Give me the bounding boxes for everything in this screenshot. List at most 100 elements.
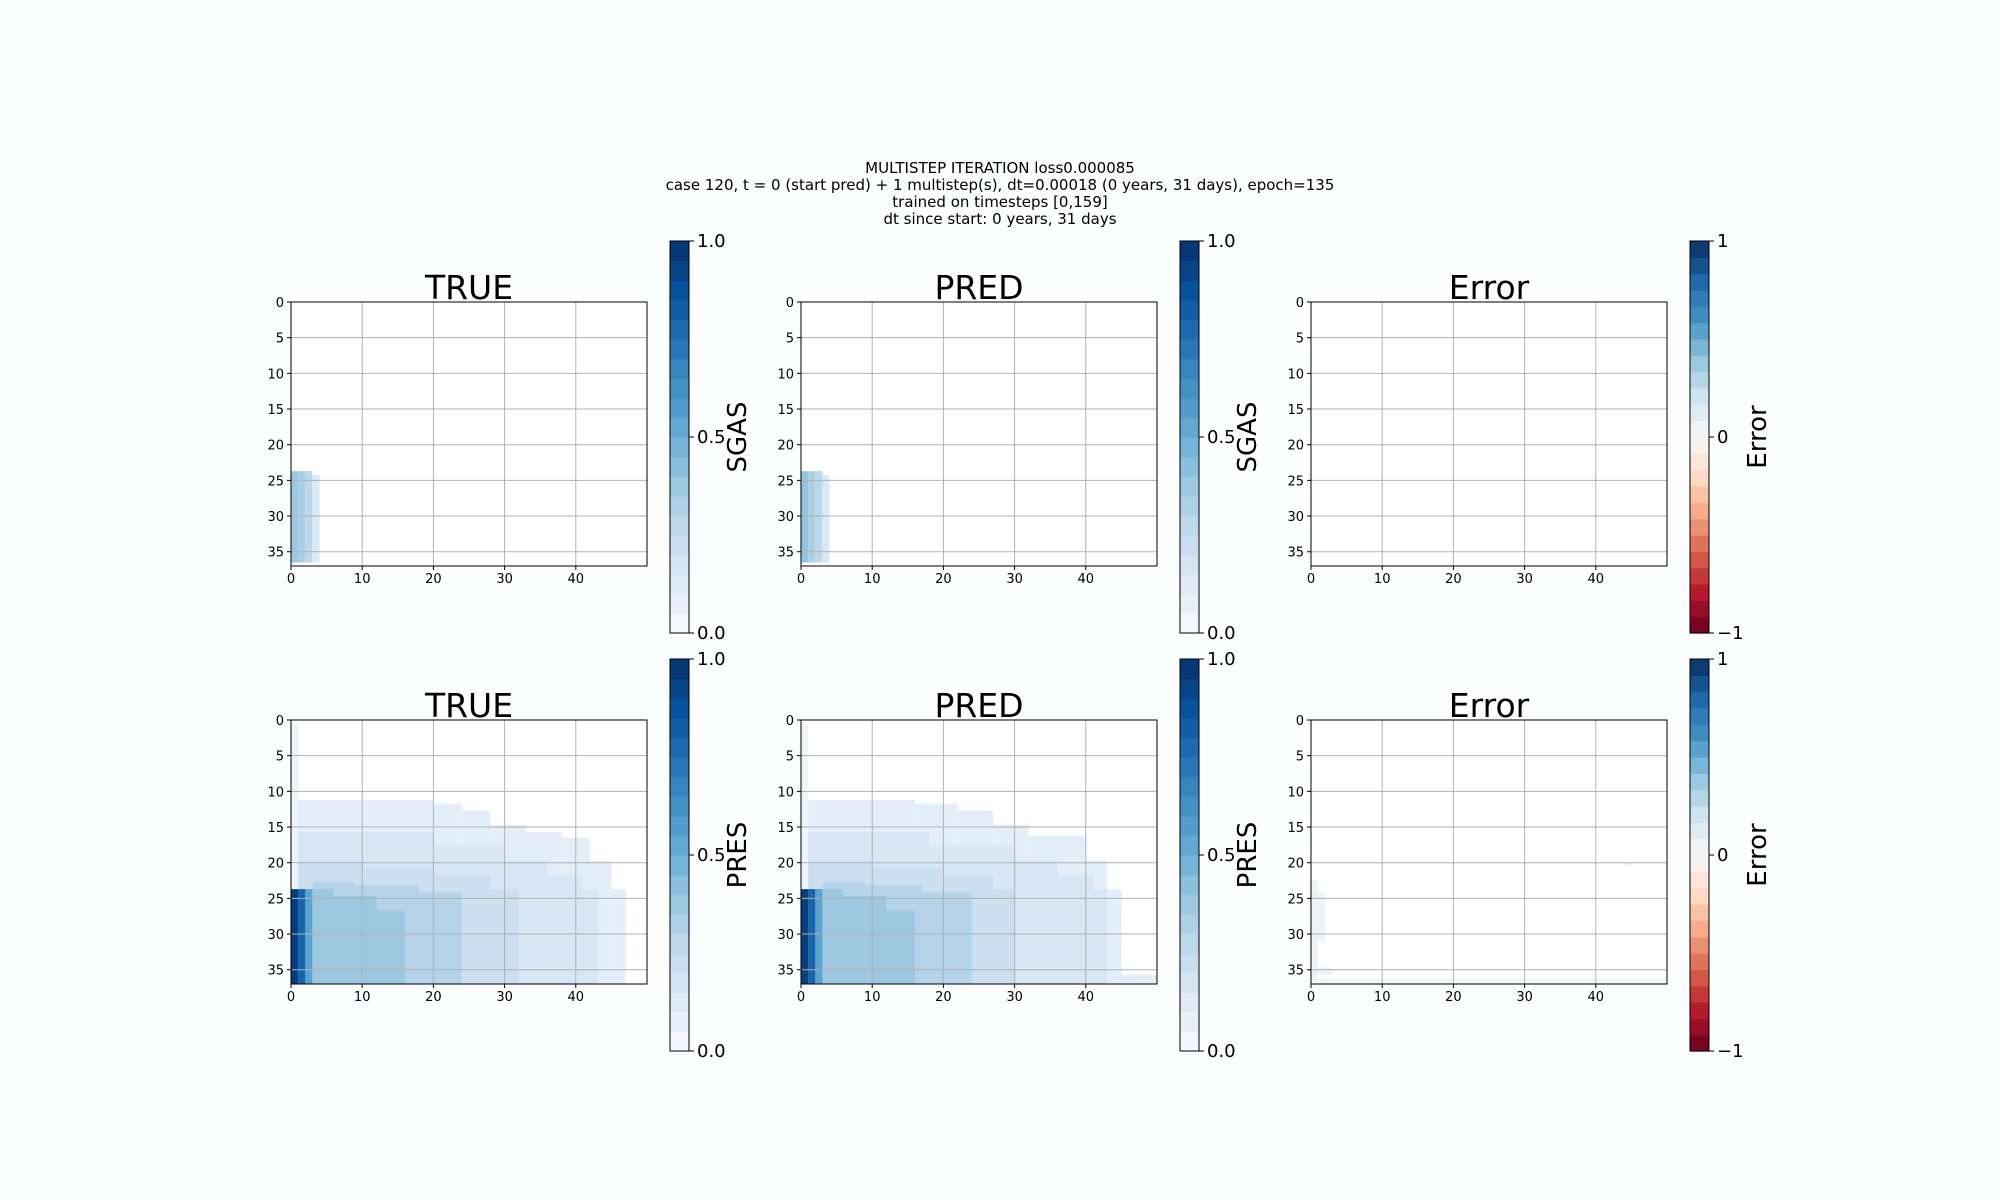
colorbar-band [1690,708,1709,725]
plot-frame [800,301,1158,567]
heatmap-cell [1121,974,1157,984]
colorbar-band [1690,920,1709,938]
colorbar-band [1180,913,1199,934]
y-tick-label: 25 [267,474,284,489]
colorbar-band [1180,358,1199,379]
colorbar-band [1690,486,1709,503]
heatmap-cell [611,889,626,984]
x-tick-label: 30 [1006,990,1023,1005]
heatmap-cell [1318,892,1326,943]
y-tick-label: 25 [267,892,284,907]
y-tick-label: 15 [777,821,794,836]
x-tick-label: 20 [425,572,442,587]
colorbar-band [1690,740,1709,758]
subplot-sgas-pred: 0 10 20 30 40 0 5 10 15 20 25 30 35 PRED 0.0 0.5 1.0 SGAS [777,231,1263,644]
colorbar-tick-label: −1 [1717,1041,1744,1062]
colorbar-band [670,339,689,360]
colorbar-tick-label: 0 [1717,845,1728,866]
colorbar-band [1180,613,1199,634]
subplot-title: PRED [934,686,1023,725]
plot-area [1311,720,1667,984]
x-tick-label: 10 [1374,572,1391,587]
heatmap-cell [922,892,972,984]
colorbar-band [670,737,689,758]
x-tick-label: 10 [864,572,881,587]
y-tick-label: 20 [267,439,284,454]
colorbar-band [670,574,689,595]
colorbar-band [670,972,689,993]
colorbar-band [670,796,689,817]
x-tick-label: 0 [797,990,805,1005]
colorbar-band [1180,299,1199,320]
heatmap-cell [582,889,598,984]
y-tick-label: 30 [777,928,794,943]
colorbar-band [1690,306,1709,324]
colorbar-band [670,378,689,399]
colorbar-band [1690,757,1709,774]
colorbar-label: SGAS [1233,402,1263,473]
x-tick-label: 10 [1374,990,1391,1005]
colorbar-band [1180,972,1199,993]
colorbar-tick-label: 0.5 [1207,845,1236,866]
colorbar-tick-label: 1.0 [1207,649,1236,670]
colorbar-tick-label: 0.5 [1207,427,1236,448]
heatmap-cell [1624,862,1632,866]
heatmap-cell [1107,889,1122,984]
x-tick-label: 30 [1516,990,1533,1005]
colorbar-band [670,319,689,340]
colorbar-band [670,495,689,516]
x-tick-label: 40 [1078,572,1095,587]
x-tick-label: 40 [1588,572,1605,587]
heatmap-cell [291,889,299,984]
colorbar-band [1180,737,1199,758]
y-tick-label: 0 [786,296,794,311]
y-tick-label: 35 [1287,546,1304,561]
heatmap-cell [298,889,306,984]
colorbar-tick-label: 0.0 [697,1041,726,1062]
heatmap-cell [815,889,823,984]
plot-frame [800,719,1158,985]
plot-frame [290,301,648,567]
colorbar-band [1180,339,1199,360]
colorbar-band [1690,887,1709,905]
y-tick-label: 10 [267,785,284,800]
y-tick-label: 35 [1287,964,1304,979]
colorbar-band [1180,417,1199,438]
colorbar-band [670,515,689,536]
subplot-title: TRUE [424,686,513,725]
colorbar-band [670,933,689,954]
x-tick-label: 40 [1588,990,1605,1005]
colorbar-band [1690,404,1709,422]
colorbar-band [1690,600,1709,618]
colorbar-band [1690,806,1709,823]
colorbar-band [670,554,689,575]
y-tick-label: 25 [777,892,794,907]
colorbar-band [1690,1002,1709,1019]
y-tick-label: 20 [1287,857,1304,872]
y-tick-label: 5 [786,332,794,347]
x-tick-label: 0 [287,572,295,587]
colorbar-label: PRES [723,822,753,889]
plot-area [291,302,647,566]
colorbar-tick-label: 0.0 [1207,623,1236,644]
colorbar-band [1690,822,1709,840]
colorbar-band [1180,717,1199,738]
x-tick-label: 30 [1006,572,1023,587]
colorbar-band [1180,476,1199,497]
colorbar-band [670,913,689,934]
y-tick-label: 25 [777,474,794,489]
y-tick-label: 5 [276,750,284,765]
x-tick-label: 40 [568,990,585,1005]
colorbar-band [1690,567,1709,585]
x-tick-label: 30 [1516,572,1533,587]
y-tick-label: 10 [777,367,794,382]
colorbar-band [1690,724,1709,742]
heatmap-cell [801,889,809,984]
suptitle-line-2: case 120, t = 0 (start pred) + 1 multist… [665,176,1335,194]
x-tick-label: 0 [1307,990,1315,1005]
colorbar-band [1180,515,1199,536]
colorbar-band [1690,675,1709,693]
y-tick-label: 5 [786,750,794,765]
subplot-pres-error: 0 10 20 30 40 0 5 10 15 20 25 30 35 Error −1 0 1 Error [1287,649,1773,1062]
y-tick-label: 10 [777,785,794,800]
